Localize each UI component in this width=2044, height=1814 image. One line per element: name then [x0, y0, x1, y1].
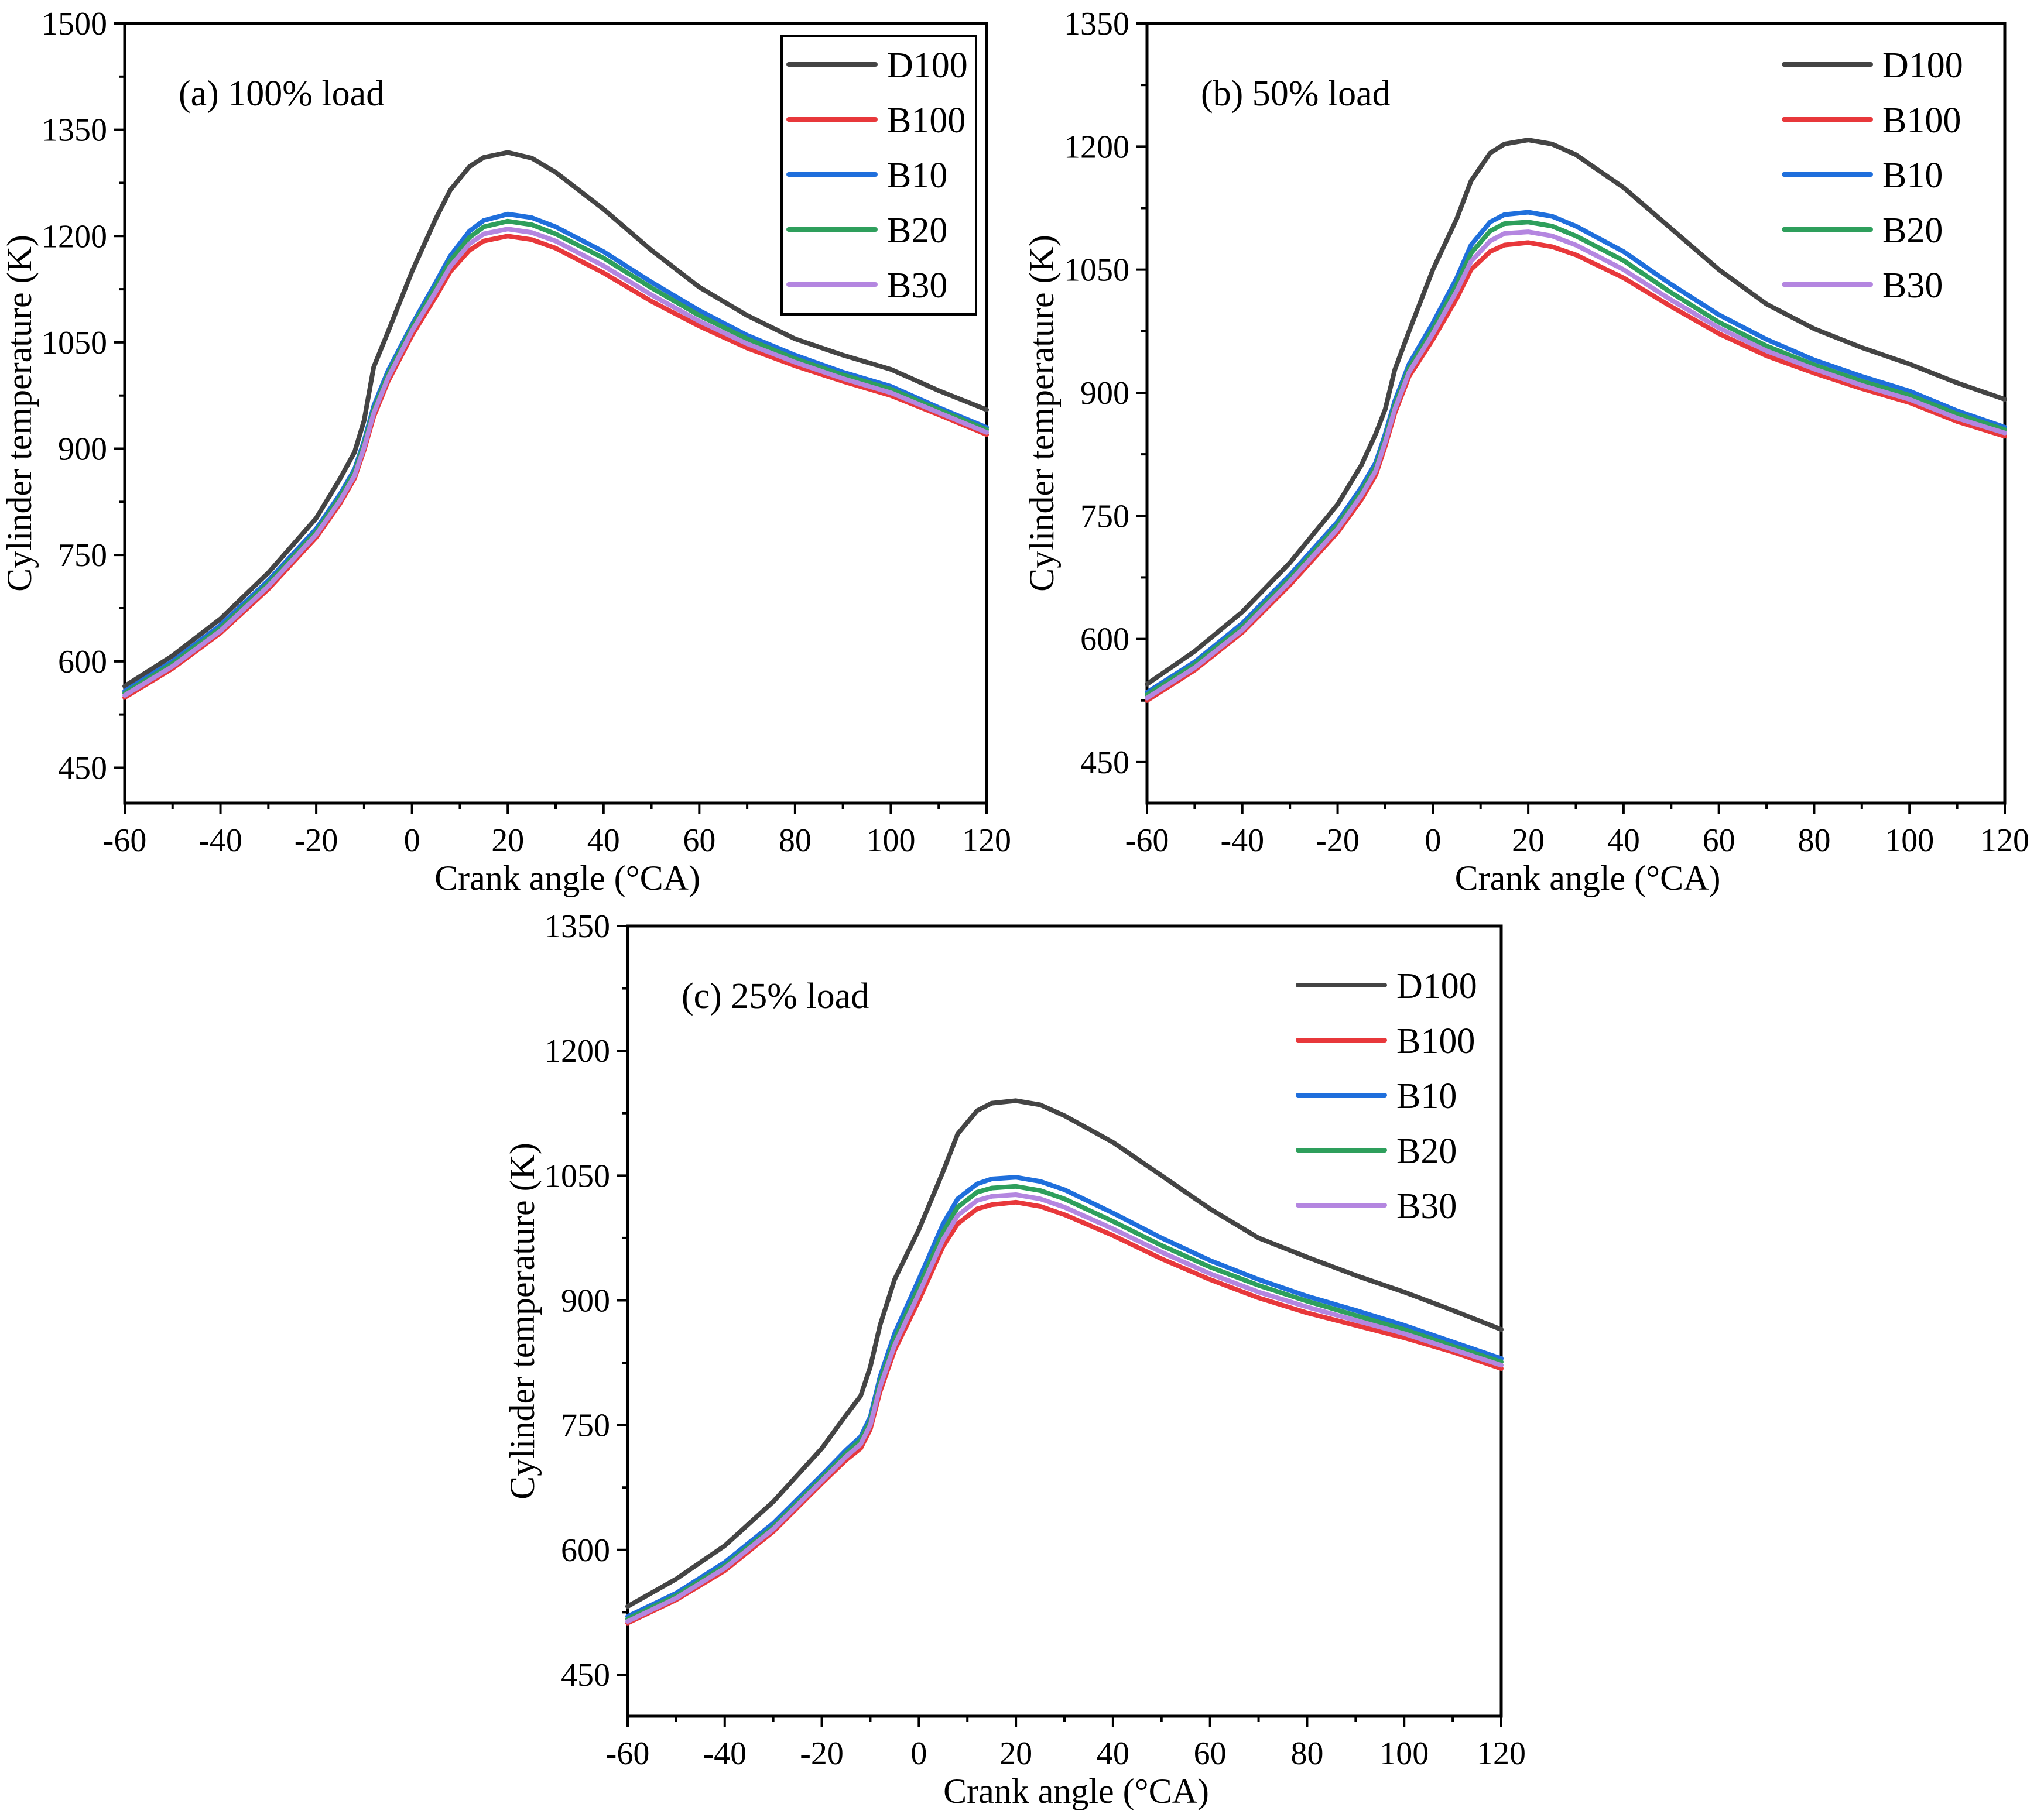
legend-label: B30 [1882, 266, 1943, 306]
x-tick-label: -60 [1125, 822, 1169, 859]
panel-title: (b) 50% load [1201, 74, 1391, 114]
y-tick-label: 1050 [42, 325, 107, 361]
y-tick-label: 600 [561, 1532, 610, 1569]
x-tick-label: 80 [1798, 822, 1830, 859]
y-tick-label: 750 [1080, 498, 1129, 534]
y-tick-label: 600 [58, 644, 107, 680]
y-tick-label: 1500 [42, 6, 107, 42]
series-line-d100 [625, 1098, 1504, 1609]
y-tick-label: 1200 [1064, 129, 1129, 165]
series-line-d100 [1145, 138, 2007, 687]
y-tick-label: 900 [1080, 375, 1129, 412]
x-axis-title: Crank angle (°CA) [943, 1772, 1209, 1810]
legend-label: B30 [887, 266, 947, 306]
y-tick-label: 750 [561, 1408, 610, 1444]
x-tick-label: -40 [703, 1736, 747, 1772]
x-tick-label: 100 [1379, 1736, 1429, 1772]
x-axis-title: Crank angle (°CA) [1455, 859, 1721, 897]
legend: D100 B100 B10 B20 B30 [1296, 966, 1477, 1226]
x-tick-label: -60 [103, 822, 147, 859]
legend-label: B30 [1396, 1187, 1457, 1226]
x-tick-label: -60 [606, 1736, 650, 1772]
y-tick-label: 450 [561, 1657, 610, 1693]
panel-title: (a) 100% load [179, 74, 384, 114]
legend: D100 B100 B10 B20 B30 [780, 35, 977, 316]
legend-label: B100 [887, 101, 965, 140]
panel-title: (c) 25% load [682, 976, 869, 1016]
x-tick-label: 0 [1425, 822, 1441, 859]
legend-label: B20 [887, 211, 947, 251]
legend-label: B10 [1396, 1076, 1457, 1116]
x-tick-label: -20 [800, 1736, 844, 1772]
legend-label: D100 [887, 46, 968, 85]
x-tick-label: 0 [404, 822, 420, 859]
series-line-b30 [1145, 229, 2007, 701]
series-line-b30 [625, 1192, 1504, 1624]
x-tick-label: 60 [683, 822, 715, 859]
x-tick-label: 20 [491, 822, 524, 859]
x-tick-label: 60 [1703, 822, 1735, 859]
chart-panel-2: -60 -40 -20 0 20 40 60 80 100 120 450 600 750 900 1050… [1022, 6, 2029, 897]
x-tick-label: 100 [866, 822, 915, 859]
x-tick-label: 20 [1512, 822, 1545, 859]
legend-label: B100 [1396, 1021, 1475, 1061]
chart-panel-1: -60 -40 -20 0 20 40 60 80 100 120 450 600 750 900 1050… [0, 6, 1011, 897]
y-tick-label: 900 [58, 431, 107, 468]
x-tick-label: 80 [779, 822, 812, 859]
y-axis-title: Cylinder temperature (K) [0, 235, 39, 592]
y-tick-label: 750 [58, 537, 107, 574]
x-tick-label: 120 [1980, 822, 2029, 859]
y-tick-label: 1050 [1064, 252, 1129, 289]
x-tick-label: -40 [1220, 822, 1264, 859]
series-line-b30 [122, 227, 989, 698]
x-tick-label: 80 [1290, 1736, 1323, 1772]
series-line-d100 [122, 150, 989, 689]
x-tick-label: -20 [295, 822, 338, 859]
x-tick-label: -40 [198, 822, 242, 859]
y-tick-label: 1350 [545, 908, 610, 945]
x-tick-label: 40 [1097, 1736, 1129, 1772]
y-axis-title: Cylinder temperature (K) [1022, 235, 1061, 592]
legend-label: D100 [1396, 966, 1477, 1006]
y-tick-label: 450 [1080, 745, 1129, 781]
legend-label: B100 [1882, 101, 1961, 140]
chart-panel-3: -60 -40 -20 0 20 40 60 80 100 120 450 600 750 900 1050… [503, 908, 1526, 1810]
y-tick-label: 900 [561, 1283, 610, 1319]
x-tick-label: 120 [1477, 1736, 1526, 1772]
legend-label: B20 [1396, 1131, 1457, 1171]
legend-label: B20 [1882, 211, 1943, 251]
x-tick-label: 40 [1607, 822, 1640, 859]
x-tick-label: 0 [910, 1736, 927, 1772]
x-axis-title: Crank angle (°CA) [434, 859, 700, 897]
y-tick-label: 600 [1080, 622, 1129, 658]
legend-label: D100 [1882, 46, 1963, 85]
legend-label: B10 [1882, 156, 1943, 196]
y-tick-label: 1350 [42, 112, 107, 149]
legend-label: B10 [887, 156, 947, 196]
y-tick-label: 1050 [545, 1158, 610, 1194]
y-tick-label: 1200 [545, 1033, 610, 1069]
x-tick-label: 60 [1194, 1736, 1227, 1772]
y-tick-label: 1350 [1064, 6, 1129, 42]
x-tick-label: 120 [962, 822, 1011, 859]
legend: D100 B100 B10 B20 B30 [1782, 46, 1963, 306]
x-tick-label: 40 [587, 822, 620, 859]
x-tick-label: 100 [1885, 822, 1934, 859]
series-line-b20 [1145, 220, 2007, 697]
x-tick-label: 20 [999, 1736, 1032, 1772]
y-tick-label: 450 [58, 750, 107, 786]
y-axis-title: Cylinder temperature (K) [503, 1143, 542, 1500]
x-tick-label: -20 [1316, 822, 1360, 859]
y-tick-label: 1200 [42, 218, 107, 255]
